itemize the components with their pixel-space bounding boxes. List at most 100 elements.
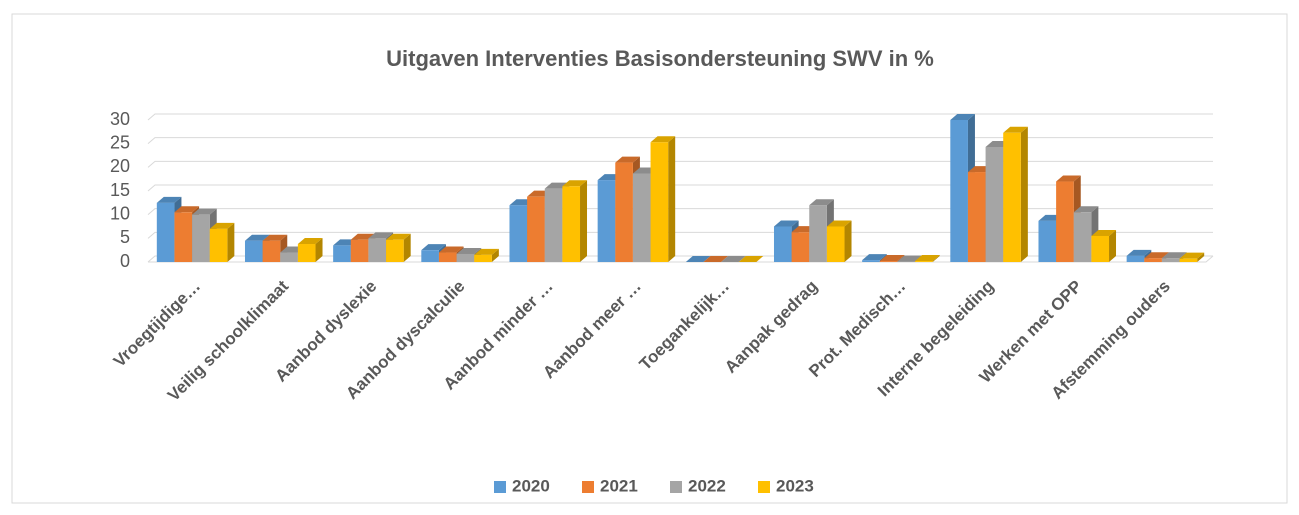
bar-top	[897, 255, 923, 262]
bar	[773, 226, 792, 262]
bar	[280, 252, 298, 262]
y-tick-label: 25	[110, 132, 130, 152]
bar-side	[315, 238, 323, 262]
legend-label: 2023	[776, 476, 814, 495]
bar	[174, 212, 193, 262]
bar-top	[721, 256, 746, 262]
bar-top	[879, 255, 905, 262]
bar-side	[227, 222, 235, 262]
bar	[1003, 132, 1021, 262]
y-tick-label: 5	[120, 227, 130, 247]
bar-top	[809, 199, 834, 206]
bar-side	[403, 233, 411, 262]
bar	[386, 239, 404, 262]
bar-top	[1161, 252, 1187, 259]
bar-top	[773, 220, 799, 227]
bar-top	[1126, 249, 1152, 256]
legend-swatch	[494, 481, 506, 493]
bar-side	[1197, 252, 1205, 262]
bar-top	[174, 206, 200, 213]
bar	[809, 205, 827, 262]
bar-top	[421, 244, 446, 251]
bar	[879, 261, 898, 262]
bar	[350, 239, 369, 262]
bar-top	[562, 180, 588, 187]
y-tick-label: 0	[120, 251, 130, 271]
grid-line	[147, 160, 1213, 168]
bar-top	[1144, 252, 1169, 259]
bar	[333, 245, 351, 262]
bar	[1144, 258, 1162, 262]
grid-line	[147, 255, 1213, 263]
bar	[438, 252, 457, 262]
bar	[967, 172, 986, 262]
y-tick-label: 10	[110, 203, 130, 223]
bar	[632, 173, 651, 262]
legend-label: 2021	[600, 476, 638, 495]
bar-top	[386, 233, 411, 240]
y-tick-label: 15	[110, 180, 130, 200]
bar	[915, 261, 933, 262]
bar-top	[685, 256, 711, 262]
legend-swatch	[670, 481, 682, 493]
bar-side	[844, 220, 852, 262]
bar-top	[1056, 175, 1081, 182]
bar	[597, 180, 616, 262]
bar	[262, 240, 281, 262]
bar	[1056, 181, 1074, 262]
bar-top	[1073, 206, 1099, 213]
grid-line	[147, 208, 1213, 216]
bar-top	[703, 256, 729, 262]
grid-line	[147, 231, 1213, 239]
bar-top	[862, 254, 887, 261]
bar-top	[738, 256, 764, 262]
bar-top	[262, 234, 288, 241]
bar	[1161, 258, 1180, 262]
bar	[1179, 258, 1198, 262]
bar-side	[491, 248, 499, 262]
bar-top	[368, 232, 394, 239]
bar-side	[668, 136, 676, 262]
bar	[474, 254, 492, 262]
bar	[562, 186, 581, 262]
bar-side	[580, 180, 588, 262]
bar	[1073, 212, 1092, 262]
bar-top	[950, 114, 975, 120]
bar	[791, 232, 810, 262]
legend-label: 2020	[512, 476, 550, 495]
legend-swatch	[582, 481, 594, 493]
bar	[862, 260, 880, 262]
bar-top	[297, 238, 323, 245]
legend-label: 2022	[688, 476, 726, 495]
bar-side	[1020, 126, 1028, 262]
bar-top	[915, 255, 940, 262]
grid-line	[147, 137, 1213, 145]
bar-top	[1003, 126, 1028, 133]
bar	[244, 240, 263, 262]
bar-top	[615, 156, 640, 163]
bar-top	[1091, 229, 1117, 236]
bar	[297, 244, 316, 262]
y-tick-label: 30	[110, 109, 130, 129]
bar-top	[474, 248, 499, 255]
bar-top	[826, 220, 852, 227]
bar	[1038, 220, 1057, 262]
bar	[826, 226, 845, 262]
bar	[615, 162, 633, 262]
bar	[421, 250, 439, 262]
bar-top	[192, 208, 217, 215]
bar-top	[438, 246, 464, 253]
bar-top	[209, 222, 235, 229]
bar	[368, 238, 387, 262]
bar-top	[650, 136, 676, 143]
legend-swatch	[758, 481, 770, 493]
bar	[650, 142, 669, 262]
bar	[527, 196, 545, 262]
bar	[209, 228, 228, 262]
bar-side	[1109, 229, 1117, 262]
bar-side	[932, 255, 940, 262]
bar	[192, 214, 210, 262]
floor	[148, 255, 1214, 263]
bar-top	[456, 247, 482, 254]
